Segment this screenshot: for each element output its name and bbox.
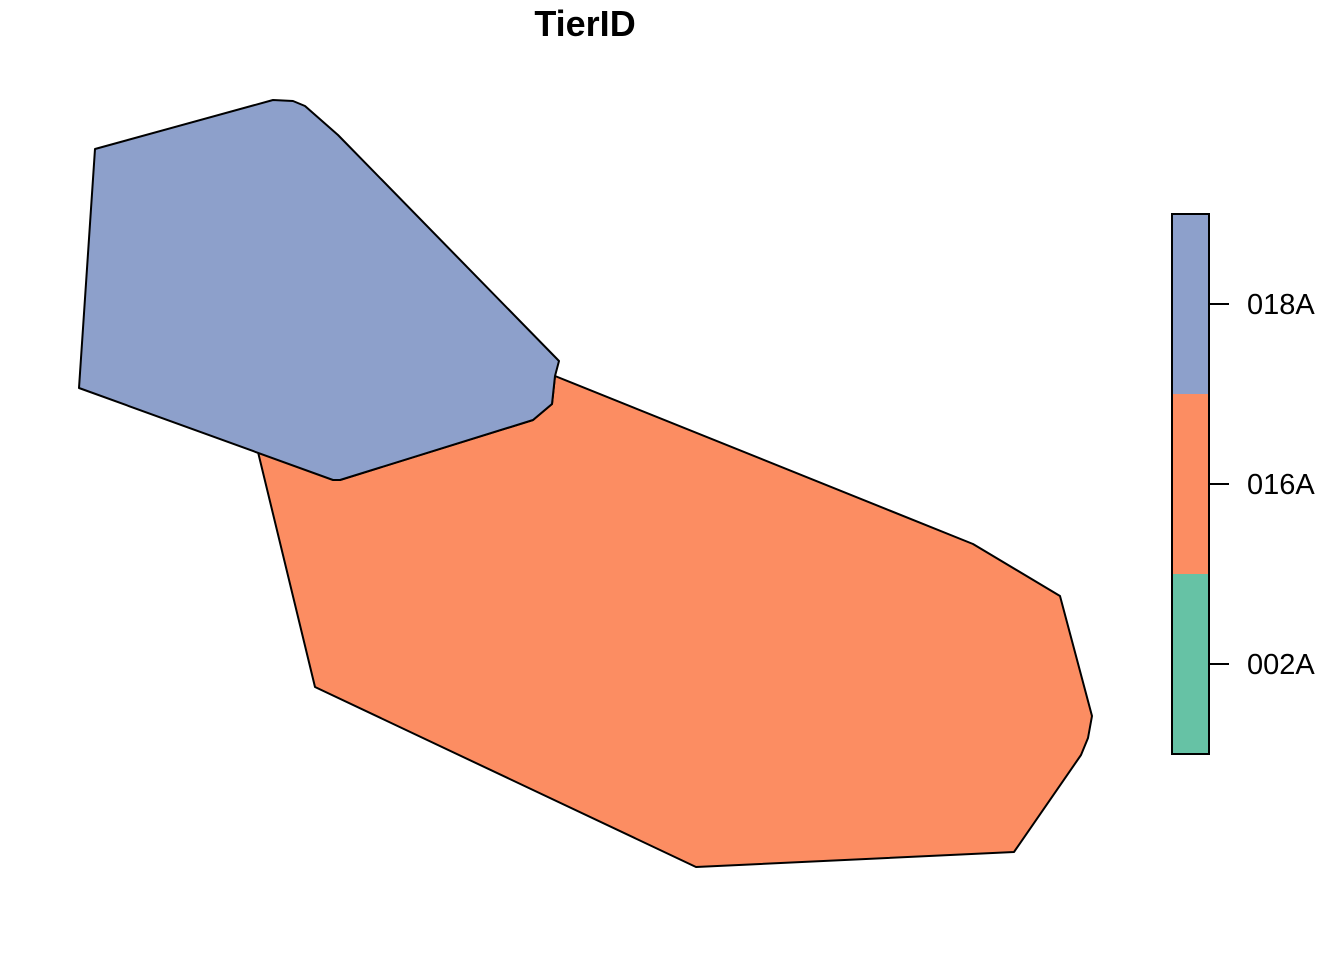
legend: 018A 016A 002A (1171, 213, 1315, 755)
legend-label-018A: 018A (1247, 289, 1315, 321)
map-title: TierID (534, 3, 635, 44)
legend-swatch-002A (1172, 574, 1209, 754)
region-018A[interactable] (78, 99, 560, 481)
legend-label-002A: 002A (1247, 649, 1315, 681)
legend-swatch-018A (1172, 214, 1209, 394)
map-regions (78, 99, 1093, 868)
legend-swatch-016A (1172, 394, 1209, 574)
legend-label-016A: 016A (1247, 469, 1315, 501)
